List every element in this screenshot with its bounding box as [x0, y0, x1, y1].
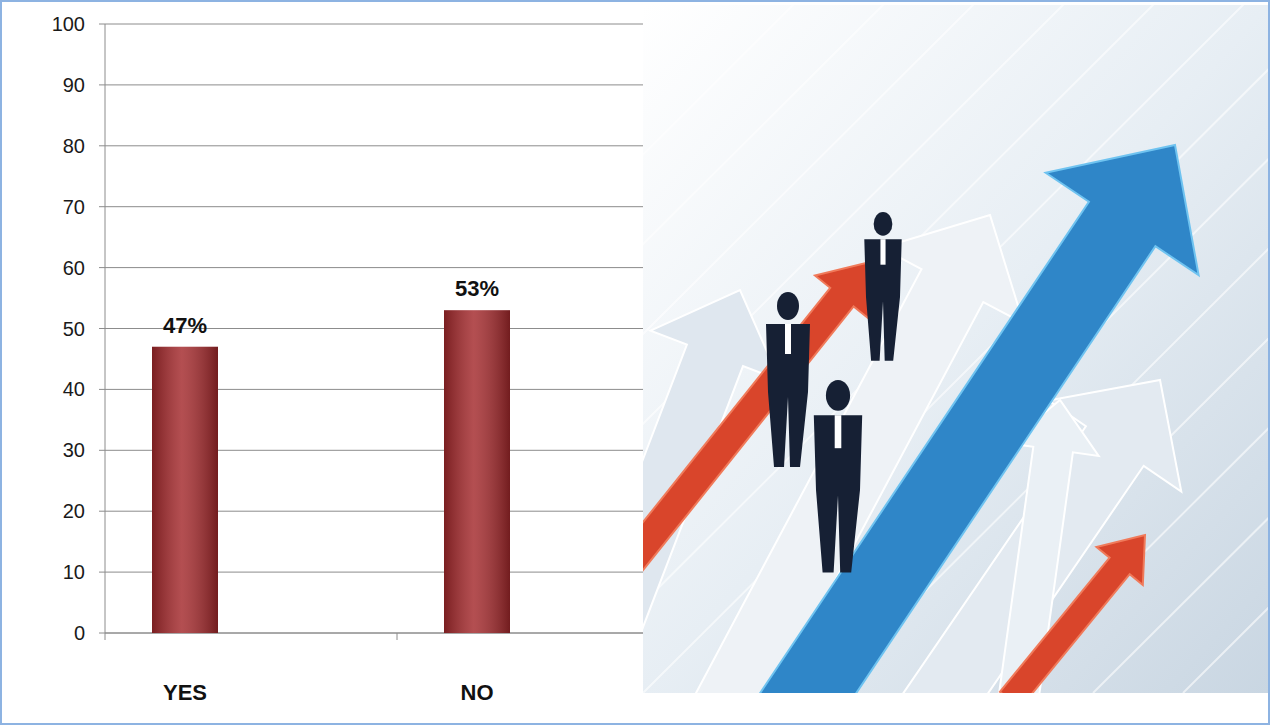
tick-mark: [99, 389, 105, 390]
category-label: NO: [461, 680, 494, 705]
y-axis: [105, 24, 106, 633]
tick-mark: [99, 572, 105, 573]
tick-label: 0: [74, 622, 85, 644]
bar: [444, 310, 510, 633]
silhouette: [766, 292, 810, 467]
tick-label: 20: [63, 500, 85, 522]
decor-arrow: [1000, 535, 1145, 693]
photo-line: [1183, 5, 1268, 693]
tick-label: 40: [63, 378, 85, 400]
category-separator: [397, 633, 398, 640]
tick-mark: [99, 267, 105, 268]
tick-label: 90: [63, 74, 85, 96]
bar-sheen: [444, 310, 510, 633]
tick-mark: [99, 328, 105, 329]
head: [874, 212, 893, 236]
category-separator: [105, 633, 106, 640]
tick-label: 60: [63, 257, 85, 279]
body: [766, 324, 810, 467]
bar-sheen: [152, 347, 218, 633]
tick-mark: [99, 633, 105, 634]
bars: [152, 310, 510, 633]
tick-label: 10: [63, 561, 85, 583]
tick-mark: [99, 450, 105, 451]
labels: 47% YES 53% NO: [163, 276, 499, 705]
tick-label: 100: [52, 13, 85, 35]
silhouette: [864, 212, 901, 361]
frame: [1, 1, 1269, 724]
tick-label: 30: [63, 439, 85, 461]
data-label: 47%: [163, 313, 207, 338]
tick-label: 70: [63, 196, 85, 218]
bar: [152, 347, 218, 633]
photo: [643, 5, 1268, 693]
head: [826, 380, 850, 411]
tick-label: 50: [63, 318, 85, 340]
decor-arrow: [643, 262, 870, 609]
shirt: [880, 239, 885, 265]
tick-mark: [99, 511, 105, 512]
category-label: YES: [163, 680, 207, 705]
shirt: [785, 324, 791, 354]
shirt: [835, 415, 842, 448]
head: [777, 292, 799, 320]
chart-root: 0 10 20 30 40 50 60 70 80 90 100 47% YES 53% NO: [0, 0, 1271, 726]
tick-mark: [99, 206, 105, 207]
tick-mark: [99, 145, 105, 146]
tick-mark: [99, 24, 105, 25]
photo-line: [1093, 5, 1268, 693]
tick-mark: [99, 84, 105, 85]
tick-label: 80: [63, 135, 85, 157]
silhouette: [814, 380, 862, 573]
data-label: 53%: [455, 276, 499, 301]
decor-arrow: [717, 145, 1199, 693]
body: [814, 415, 862, 572]
body: [864, 239, 901, 361]
